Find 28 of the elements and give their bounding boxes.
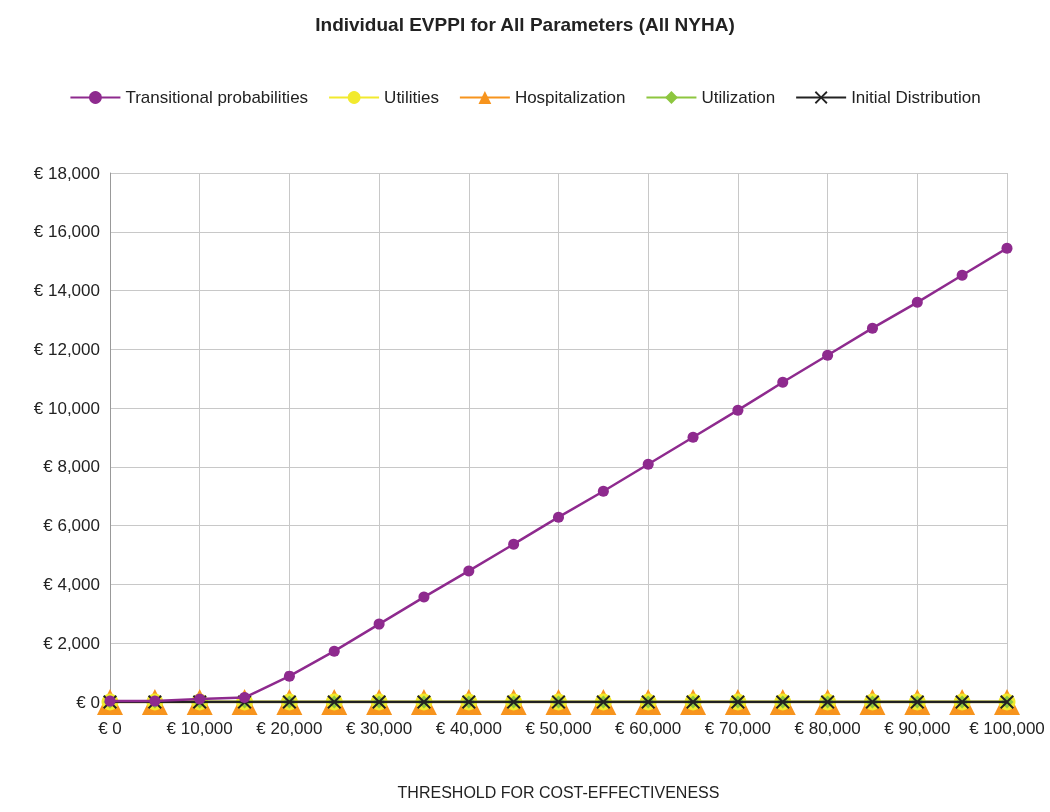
legend-label: Utilities — [384, 88, 439, 107]
x-tick-label: € 10,000 — [166, 719, 233, 738]
y-tick-label: € 18,000 — [33, 163, 100, 183]
y-tick-label: € 12,000 — [33, 339, 100, 359]
x-tick-label: € 30,000 — [346, 719, 413, 738]
x-axis-title: THRESHOLD FOR COST-EFFECTIVENESS — [397, 783, 720, 801]
x-tick-label: € 60,000 — [615, 719, 682, 738]
x-tick-label: € 100,000 — [969, 719, 1045, 738]
legend-label: Utilization — [701, 88, 776, 107]
x-tick-label: € 80,000 — [794, 719, 861, 738]
legend-label: Transitional probabilities — [125, 88, 309, 107]
y-tick-label: € 10,000 — [33, 398, 100, 418]
y-tick-label: € 6,000 — [43, 516, 100, 536]
y-tick-label: € 8,000 — [43, 457, 100, 477]
x-tick-label: € 20,000 — [256, 719, 323, 738]
y-tick-label: € 4,000 — [43, 574, 100, 594]
x-tick-label: € 40,000 — [435, 719, 502, 738]
x-tick-label: € 90,000 — [884, 719, 951, 738]
legend-label: Initial Distribution — [851, 88, 981, 107]
legend-label: Hospitalization — [514, 88, 626, 107]
y-tick-label: € 14,000 — [33, 281, 100, 301]
y-tick-label: € 2,000 — [43, 633, 100, 653]
x-tick-label: € 70,000 — [704, 719, 771, 738]
y-tick-label: € 16,000 — [33, 222, 100, 242]
y-tick-label: € 0 — [76, 692, 100, 712]
chart-title: Individual EVPPI for All Parameters (All NYHA) — [315, 14, 735, 35]
x-tick-label: € 50,000 — [525, 719, 592, 738]
x-tick-label: € 0 — [98, 719, 122, 738]
